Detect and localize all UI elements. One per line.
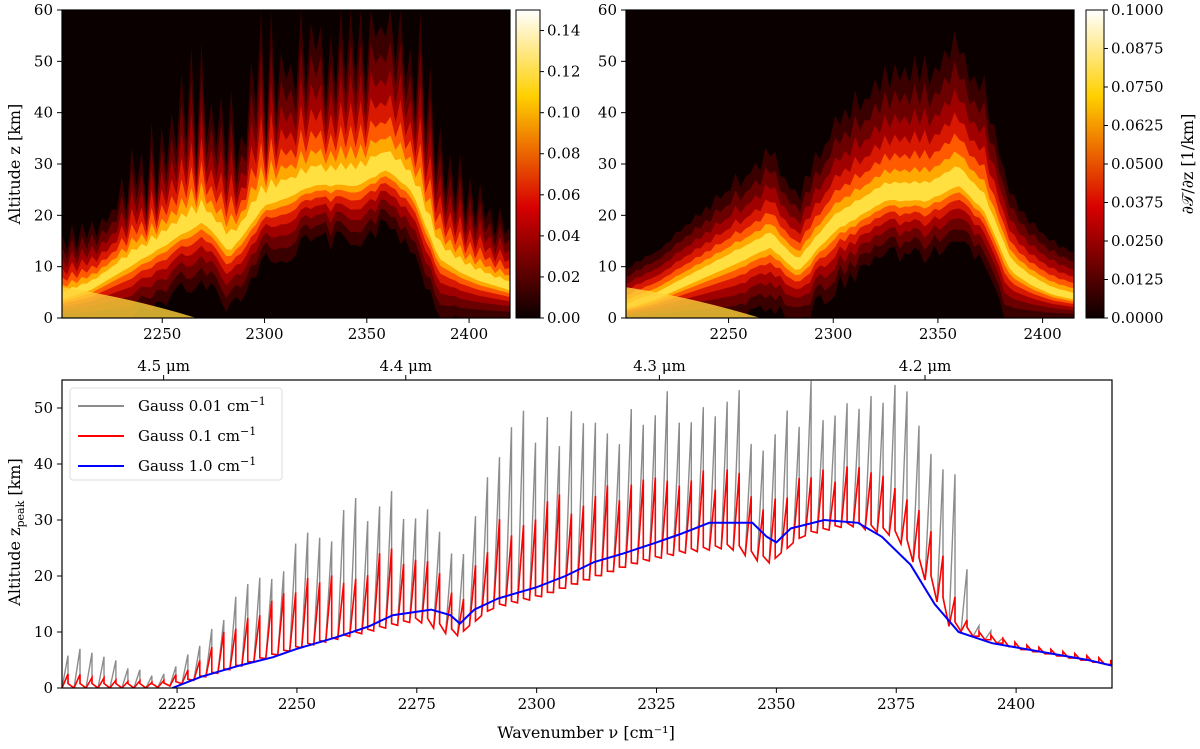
colorbar-tick-label: 0.0375 (1111, 194, 1164, 212)
x-tick-label: 2275 (398, 695, 436, 713)
x-tick-label: 2350 (919, 325, 957, 343)
y-tick-label: 50 (34, 399, 53, 417)
series-line-red (62, 466, 1112, 688)
heatmap-top-right: 2250 2300 2350 2400 0 10 20 30 40 50 60 (598, 1, 1075, 343)
x-tick-label: 2350 (348, 325, 386, 343)
top-tick-label: 4.5 μm (137, 357, 190, 375)
y-tick-label: 30 (34, 511, 53, 529)
y-tick-label: 20 (34, 206, 53, 224)
colorbar-tick-label: 0.1000 (1111, 1, 1164, 19)
colorbar-tick-label: 0.0125 (1111, 271, 1164, 289)
x-tick-label: 2250 (709, 325, 747, 343)
top-tick-label: 4.4 μm (379, 357, 432, 375)
colorbar-tick-label: 0.12 (547, 63, 580, 81)
legend-item-blue: Gauss 1.0 cm−1 (78, 455, 256, 475)
x-tick-label: 2250 (278, 695, 316, 713)
colorbar-tick-label: 0.0625 (1111, 117, 1164, 135)
heatmap-contour-band (626, 151, 1074, 310)
top-tick-label: 4.2 μm (899, 357, 952, 375)
y-tick-label: 50 (34, 52, 53, 70)
legend: Gauss 0.01 cm−1 Gauss 0.1 cm−1 Gauss 1.0… (69, 387, 283, 481)
legend-label-red: Gauss 0.1 cm−1 (138, 425, 256, 445)
y-tick-label: 10 (34, 258, 53, 276)
legend-item-gray: Gauss 0.01 cm−1 (78, 395, 266, 415)
x-tick-label: 2325 (637, 695, 675, 713)
colorbar-tick-label: 0.0250 (1111, 232, 1164, 250)
y-tick-label: 0 (43, 309, 53, 327)
x-tick-label: 2250 (143, 325, 181, 343)
colorbar-top-left: 0.00 0.02 0.04 0.06 0.08 0.10 0.12 0.14 (515, 9, 580, 327)
colorbar-tick-label: 0.10 (547, 104, 580, 122)
colorbar-top-right-gradient (1085, 9, 1105, 319)
x-tick-label: 2300 (814, 325, 852, 343)
line-plot-frame (61, 379, 1113, 689)
y-tick-label: 60 (34, 1, 53, 19)
x-tick-label: 2300 (518, 695, 556, 713)
y-tick-label: 20 (34, 567, 53, 585)
heatmap-ground-glow (62, 287, 197, 318)
x-tick-label: 2400 (450, 325, 488, 343)
colorbar-top-left-gradient (515, 9, 541, 319)
colorbar-tick-label: 0.0000 (1111, 309, 1164, 327)
legend-label-blue: Gauss 1.0 cm−1 (138, 455, 256, 475)
x-tick-label: 2350 (757, 695, 795, 713)
y-tick-label: 20 (598, 206, 617, 224)
top-tick-label: 4.3 μm (633, 357, 686, 375)
y-tick-label: 30 (34, 155, 53, 173)
legend-box (69, 387, 283, 481)
colorbar-tick-label: 0.08 (547, 145, 580, 163)
y-tick-label: 40 (598, 104, 617, 122)
heatmap-ground-glow (626, 287, 761, 318)
x-tick-label: 2300 (245, 325, 283, 343)
x-tick-label: 2375 (877, 695, 915, 713)
y-tick-label: 30 (598, 155, 617, 173)
heatmap-contour-band (62, 151, 510, 300)
y-tick-label: 60 (598, 1, 617, 19)
colorbar-top-right-label: ∂𝒯/∂z [1/km] (1178, 114, 1197, 215)
top-left-ylabel: Altitude z [km] (5, 104, 24, 226)
bottom-xlabel: Wavenumber ν [cm⁻¹] (497, 723, 675, 742)
y-tick-label: 10 (34, 623, 53, 641)
bottom-ylabel: Altitude zpeak [km] (5, 458, 27, 606)
colorbar-tick-label: 0.02 (547, 268, 580, 286)
y-tick-label: 0 (607, 309, 617, 327)
colorbar-tick-label: 0.04 (547, 227, 580, 245)
x-tick-label: 2400 (1024, 325, 1062, 343)
colorbar-tick-label: 0.0750 (1111, 78, 1164, 96)
y-tick-label: 0 (43, 679, 53, 697)
series-line-blue (171, 518, 1112, 688)
x-tick-label: 2400 (997, 695, 1035, 713)
colorbar-tick-label: 0.0875 (1111, 40, 1164, 58)
colorbar-tick-label: 0.00 (547, 309, 580, 327)
heatmap-top-left: 2250 2300 2350 2400 0 10 20 30 40 50 60 Altitude … (5, 1, 511, 343)
colorbar-tick-label: 0.0500 (1111, 155, 1164, 173)
y-tick-label: 50 (598, 52, 617, 70)
colorbar-tick-label: 0.06 (547, 186, 580, 204)
y-tick-label: 40 (34, 104, 53, 122)
legend-item-red: Gauss 0.1 cm−1 (78, 425, 256, 445)
y-tick-label: 40 (34, 455, 53, 473)
x-tick-label: 2225 (158, 695, 196, 713)
colorbar-top-right: 0.0000 0.0125 0.0250 0.0375 0.0500 0.0625 0.07… (1085, 1, 1197, 327)
line-plot-bottom: 2225 2250 2275 2300 2325 2350 2375 2400 0 10 20 30… (5, 357, 1113, 742)
legend-label-gray: Gauss 0.01 cm−1 (138, 395, 266, 415)
colorbar-tick-label: 0.14 (547, 22, 580, 40)
y-tick-label: 10 (598, 258, 617, 276)
